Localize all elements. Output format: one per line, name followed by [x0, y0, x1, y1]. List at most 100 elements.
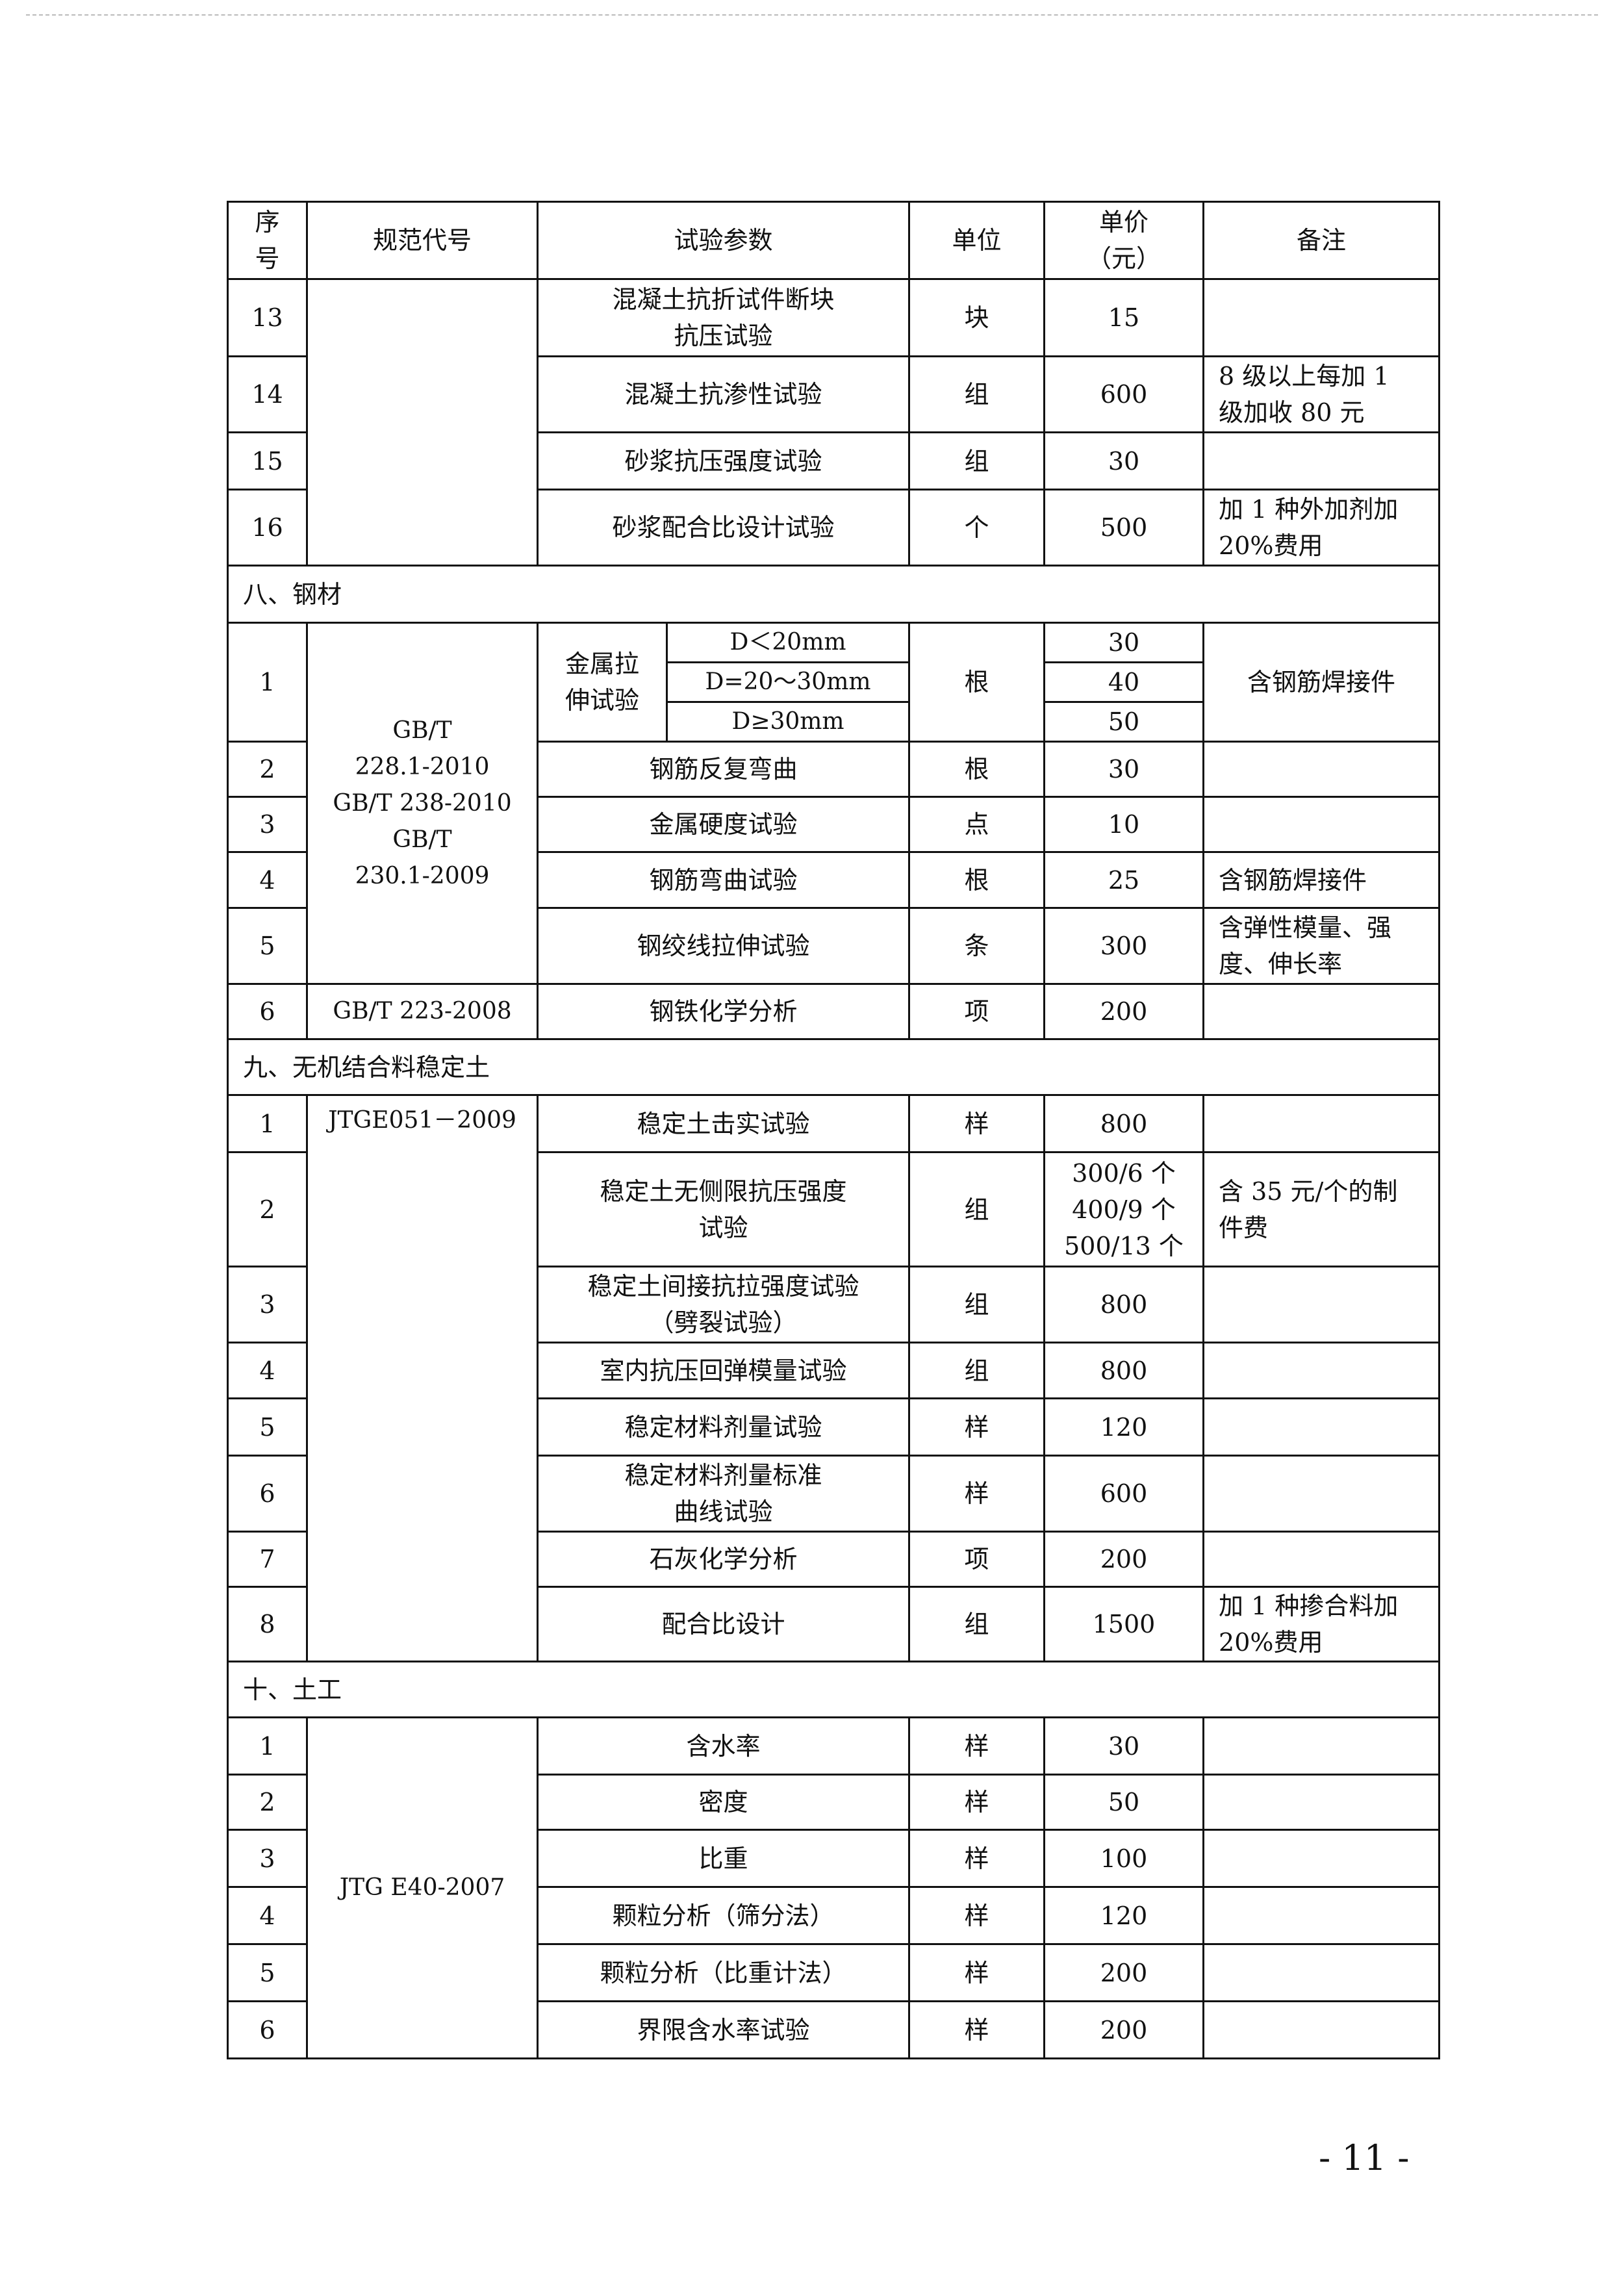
unit: 组	[908, 1266, 1046, 1343]
note: 8 级以上每加 1 级加收 80 元	[1202, 355, 1441, 433]
test-parameter: 界限含水率试验	[536, 2000, 911, 2059]
section-header: 九、无机结合料稳定土	[226, 1038, 1441, 1096]
unit: 组	[908, 1586, 1046, 1662]
unit-price: 10	[1043, 796, 1205, 853]
test-parameter: 稳定材料剂量标准 曲线试验	[536, 1455, 911, 1533]
note	[1202, 1829, 1441, 1888]
header-param: 试验参数	[536, 201, 911, 280]
steel-tensile-subrow: D=20～30mm 40	[228, 661, 1440, 703]
row-number: 3	[227, 1266, 308, 1343]
note	[1202, 796, 1441, 853]
unit-price: 30	[1043, 741, 1205, 798]
test-fee-table: 序 号 规范代号 试验参数 单位 单价 （元） 备注 13 混凝土抗折试件断块 抗…	[226, 201, 1441, 2059]
unit-price: 300/6 个 400/9 个 500/13 个	[1043, 1151, 1205, 1267]
row-number: 5	[227, 907, 308, 985]
header-no: 序 号	[227, 201, 308, 280]
unit-price: 200	[1043, 983, 1205, 1040]
note: 加 1 种外加剂加 20%费用	[1202, 489, 1441, 567]
note: 含弹性模量、强 度、伸长率	[1202, 907, 1441, 985]
note	[1202, 983, 1441, 1040]
unit-price: 15	[1043, 278, 1205, 357]
unit: 根	[908, 622, 1046, 743]
header-code: 规范代号	[306, 201, 539, 280]
test-parameter: 钢绞线拉伸试验	[536, 907, 911, 985]
note	[1202, 1886, 1441, 1945]
test-parameter: 钢筋反复弯曲	[536, 741, 911, 798]
unit: 样	[908, 1455, 1046, 1533]
note	[1202, 741, 1441, 798]
unit-price: 600	[1043, 355, 1205, 433]
table-row: 4 颗粒分析（筛分法）样 120	[227, 1886, 1441, 1945]
note	[1202, 1455, 1441, 1533]
table-row: 5 稳定材料剂量试验样 120	[227, 1397, 1441, 1457]
unit-price: 30	[1043, 431, 1205, 490]
unit-price: 40	[1043, 661, 1205, 703]
test-parameter: 钢铁化学分析	[536, 983, 911, 1040]
table-row: 6 稳定材料剂量标准 曲线试验样 600	[227, 1455, 1441, 1533]
standard-code	[306, 278, 539, 567]
standard-code: JTG E40-2007	[306, 1716, 539, 2059]
row-number: 5	[227, 1397, 308, 1457]
table-row: 16 砂浆配合比设计试验个 500 加 1 种外加剂加 20%费用	[227, 489, 1441, 567]
test-parameter: 稳定土无侧限抗压强度 试验	[536, 1151, 911, 1267]
table-row: 15 砂浆抗压强度试验组 30	[227, 431, 1441, 490]
unit: 根	[908, 851, 1046, 909]
table-row: 2 密度样 50	[227, 1774, 1441, 1831]
row-number: 8	[227, 1586, 308, 1662]
unit: 组	[908, 1151, 1046, 1267]
row-number: 1	[227, 1094, 308, 1153]
unit: 点	[908, 796, 1046, 853]
section-title: 十、土工	[226, 1661, 1441, 1718]
table-row: 8 配合比设计组 1500 加 1 种掺合料加 20%费用	[227, 1586, 1441, 1662]
row-number: 2	[227, 741, 308, 798]
unit-price: 600	[1043, 1455, 1205, 1533]
page-number: - 11 -	[1319, 2137, 1410, 2178]
row-number: 1	[227, 622, 308, 743]
test-parameter: 比重	[536, 1829, 911, 1888]
unit-price: 30	[1043, 1716, 1205, 1776]
note	[1202, 1716, 1441, 1776]
table-row: 3 稳定土间接抗拉强度试验 （劈裂试验）组 800	[227, 1266, 1441, 1343]
table-row: 2 稳定土无侧限抗压强度 试验组 300/6 个 400/9 个 500/13 个含…	[227, 1151, 1441, 1267]
test-parameter: 密度	[536, 1774, 911, 1831]
test-parameter: 钢筋弯曲试验	[536, 851, 911, 909]
diameter-condition: D≥30mm	[665, 701, 911, 743]
unit-price: 50	[1043, 1774, 1205, 1831]
unit-price: 120	[1043, 1886, 1205, 1945]
unit: 条	[908, 907, 1046, 985]
note	[1202, 1774, 1441, 1831]
row-number: 1	[227, 1716, 308, 1776]
table-row: 5 颗粒分析（比重计法）样 200	[227, 1943, 1441, 2002]
note	[1202, 2000, 1441, 2059]
note	[1202, 1397, 1441, 1457]
table-row: 5 钢绞线拉伸试验条 300 含弹性模量、强 度、伸长率	[227, 907, 1441, 985]
note	[1202, 278, 1441, 357]
table-row: 7 石灰化学分析项 200	[227, 1531, 1441, 1588]
table-row: 4 室内抗压回弹模量试验组 800	[227, 1342, 1441, 1399]
row-number: 4	[227, 1342, 308, 1399]
standard-code: JTGE051－2009	[306, 1094, 539, 1662]
unit: 组	[908, 355, 1046, 433]
test-parameter: 配合比设计	[536, 1586, 911, 1662]
section-header: 八、钢材	[226, 565, 1441, 624]
test-parameter: 混凝土抗渗性试验	[536, 355, 911, 433]
diameter-condition: D=20～30mm	[665, 661, 911, 703]
test-parameter: 稳定土间接抗拉强度试验 （劈裂试验）	[536, 1266, 911, 1343]
header-note: 备注	[1202, 201, 1441, 280]
row-number: 3	[227, 1829, 308, 1888]
unit-price: 200	[1043, 1943, 1205, 2002]
unit: 样	[908, 1397, 1046, 1457]
unit-price: 200	[1043, 1531, 1205, 1588]
header-unit: 单位	[908, 201, 1046, 280]
table-row: 4 钢筋弯曲试验根 25 含钢筋焊接件	[227, 851, 1441, 909]
unit: 块	[908, 278, 1046, 357]
row-number: 15	[227, 431, 308, 490]
test-parameter: 砂浆抗压强度试验	[536, 431, 911, 490]
test-parameter: 稳定土击实试验	[536, 1094, 911, 1153]
unit-price: 50	[1043, 701, 1205, 743]
unit: 项	[908, 1531, 1046, 1588]
test-parameter: 石灰化学分析	[536, 1531, 911, 1588]
header-price: 单价 （元）	[1043, 201, 1205, 280]
unit: 个	[908, 489, 1046, 567]
row-number: 3	[227, 796, 308, 853]
